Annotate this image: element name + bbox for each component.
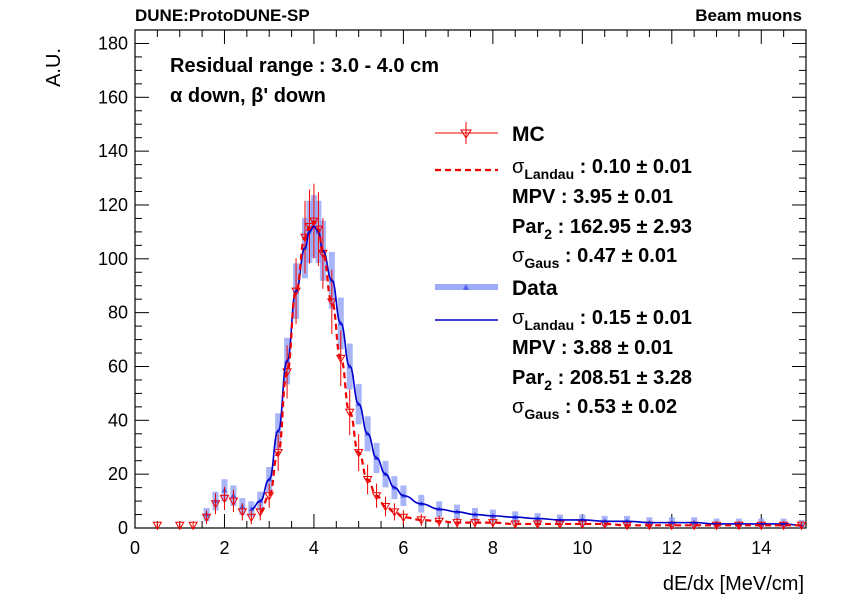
par-label: Par [512, 216, 544, 238]
par-value: : 208.51 ± 3.28 [552, 367, 692, 389]
par-sub: 2 [544, 377, 552, 393]
header-left: DUNE:ProtoDUNE-SP [135, 6, 310, 25]
x-tick-label: 12 [662, 538, 682, 558]
par-value: : 162.95 ± 2.93 [552, 216, 692, 238]
mc-point [174, 521, 185, 531]
annotation-angles: α down, β' down [170, 85, 326, 107]
x-tick-label: 8 [488, 538, 498, 558]
mc-point [201, 513, 212, 523]
x-tick-label: 6 [398, 538, 408, 558]
mc-point [326, 298, 337, 307]
y-tick-label: 20 [108, 464, 128, 484]
legend-mc-sigma-landau: σLandau : 0.10 ± 0.01 [512, 156, 692, 182]
sigma-landau-sub: Landau [524, 166, 574, 182]
mc-fit-curve [259, 220, 802, 527]
legend-data-label: Data [512, 277, 558, 300]
mc-point [335, 354, 346, 364]
sigma-landau-sub: Landau [524, 317, 574, 333]
mc-point [188, 521, 199, 531]
sigma-gaus-value: : 0.53 ± 0.02 [559, 396, 677, 418]
legend-mc-marker [435, 122, 498, 144]
mc-point [246, 513, 257, 523]
sigma-gaus-sub: Gaus [524, 406, 559, 422]
y-axis-title: A.U. [43, 48, 65, 87]
legend-data-sigma-landau: σLandau : 0.15 ± 0.01 [512, 307, 692, 333]
x-tick-label: 0 [130, 538, 140, 558]
mc-point [380, 502, 391, 512]
legend-mc-label: MC [512, 123, 545, 146]
y-tick-label: 100 [98, 249, 128, 269]
x-tick-label: 10 [572, 538, 592, 558]
mc-point [228, 497, 239, 507]
mc-series-points [152, 183, 807, 531]
y-tick-label: 60 [108, 356, 128, 376]
data-series-points [203, 195, 805, 528]
annotation-residual-range: Residual range : 3.0 - 4.0 cm [170, 55, 439, 77]
sigma-symbol: σ [512, 245, 525, 267]
legend-data-mpv: MPV : 3.88 ± 0.01 [512, 337, 673, 359]
par-sub: 2 [544, 226, 552, 242]
sigma-symbol: σ [512, 307, 525, 329]
y-tick-label: 120 [98, 195, 128, 215]
sigma-gaus-value: : 0.47 ± 0.01 [559, 245, 677, 267]
legend-data-marker [435, 284, 498, 290]
par-label: Par [512, 367, 544, 389]
legend-mc-par2: Par2 : 162.95 ± 2.93 [512, 216, 692, 242]
mc-point [255, 508, 266, 517]
mc-point [210, 500, 221, 509]
mc-point [291, 287, 301, 297]
sigma-landau-value: : 0.10 ± 0.01 [574, 156, 692, 178]
sigma-symbol: σ [512, 156, 525, 178]
mc-point [264, 492, 275, 501]
y-tick-label: 40 [108, 410, 128, 430]
y-tick-label: 160 [98, 87, 128, 107]
mc-point [219, 494, 230, 504]
mc-point [304, 223, 315, 232]
x-tick-label: 14 [751, 538, 771, 558]
mc-point [152, 521, 163, 531]
data-fit-curve [251, 225, 802, 527]
sigma-landau-value: : 0.15 ± 0.01 [574, 307, 692, 329]
sigma-symbol: σ [512, 396, 525, 418]
x-tick-label: 2 [219, 538, 229, 558]
legend-mc-mpv: MPV : 3.95 ± 0.01 [512, 186, 673, 208]
x-axis-title: dE/dx [MeV/cm] [663, 573, 804, 595]
y-tick-label: 140 [98, 141, 128, 161]
mc-point [237, 508, 248, 517]
y-tick-label: 80 [108, 303, 128, 323]
legend-data-par2: Par2 : 208.51 ± 3.28 [512, 367, 692, 393]
y-tick-label: 0 [118, 518, 128, 538]
header-right: Beam muons [695, 6, 802, 25]
sigma-gaus-sub: Gaus [524, 255, 559, 271]
legend-data-sigma-gaus: σGaus : 0.53 ± 0.02 [512, 396, 677, 422]
x-tick-label: 4 [309, 538, 319, 558]
y-tick-label: 180 [98, 33, 128, 53]
legend-mc-sigma-gaus: σGaus : 0.47 ± 0.01 [512, 245, 677, 271]
